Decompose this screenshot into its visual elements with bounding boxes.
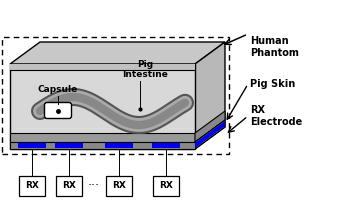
Polygon shape [195,42,225,149]
Text: Capsule: Capsule [38,85,78,94]
Bar [106,176,132,196]
Text: RX: RX [25,182,39,191]
Polygon shape [195,120,225,149]
Bar [56,176,82,196]
Text: RX: RX [112,182,126,191]
Polygon shape [195,121,225,148]
Text: Pig
Intestine: Pig Intestine [122,60,168,79]
Text: ···: ··· [88,180,100,193]
Bar [153,176,179,196]
Bar [105,143,133,148]
Polygon shape [195,111,225,142]
Bar [152,143,180,148]
Bar [18,143,46,148]
Text: RX
Electrode: RX Electrode [250,105,302,127]
Text: Human
Phantom: Human Phantom [250,36,299,58]
Text: RX: RX [62,182,76,191]
Bar [10,64,195,70]
Bar [10,133,195,142]
Text: Pig Skin: Pig Skin [250,79,295,89]
Text: RX: RX [159,182,173,191]
Bar [10,64,195,149]
Polygon shape [10,42,225,64]
FancyBboxPatch shape [44,102,72,119]
Bar [55,143,83,148]
Bar [19,176,45,196]
Bar [2,37,229,154]
Bar [10,142,195,149]
